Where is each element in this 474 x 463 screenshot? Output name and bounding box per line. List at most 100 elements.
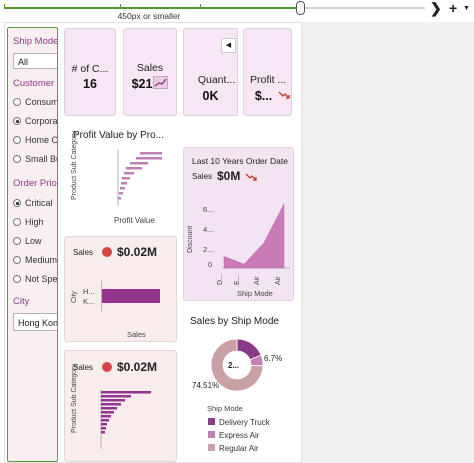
city-xlabel: Sales bbox=[127, 330, 146, 339]
bar bbox=[101, 395, 131, 398]
ruler-tick bbox=[120, 4, 121, 9]
radio-icon bbox=[13, 218, 21, 226]
bar bbox=[118, 197, 121, 200]
legend-item-express-air[interactable]: Express Air bbox=[208, 431, 259, 440]
city-select[interactable]: Hong Kong bbox=[13, 313, 57, 331]
ship-mode-select[interactable]: All bbox=[13, 53, 57, 69]
city-measure-value: $0.02M bbox=[117, 245, 158, 259]
legend-swatch bbox=[208, 418, 215, 425]
radio-corporate[interactable]: Corporate bbox=[13, 115, 57, 127]
radio-low[interactable]: Low bbox=[13, 235, 42, 247]
kpi-quantity-card[interactable]: ◀ Quant... 0K bbox=[183, 28, 238, 116]
radio-consumer[interactable]: Consumer bbox=[13, 96, 57, 108]
bar bbox=[119, 192, 123, 195]
ship-mode-filter-label: Ship Mode bbox=[13, 36, 58, 47]
radio-high[interactable]: High bbox=[13, 216, 44, 228]
status-dot-icon bbox=[102, 247, 112, 257]
empty-canvas-area bbox=[302, 22, 474, 463]
bar bbox=[101, 403, 121, 406]
donut-label-small: 6.7% bbox=[264, 354, 283, 363]
x-tick-label: E... bbox=[234, 274, 241, 285]
x-tick-label: D... bbox=[217, 274, 224, 285]
legend-swatch bbox=[208, 431, 215, 438]
bar bbox=[101, 411, 114, 414]
bar bbox=[101, 407, 117, 410]
donut-center-label: 2... bbox=[228, 361, 240, 370]
kpi-value: $... bbox=[254, 89, 273, 103]
order-priority-filter-label: Order Priority bbox=[13, 178, 57, 189]
kpi-orders-card[interactable]: # of C... 16 bbox=[64, 28, 116, 116]
radio-medium[interactable]: Medium bbox=[13, 254, 57, 266]
status-dot-icon bbox=[102, 362, 112, 372]
customer-segment-filter-label: Customer Segment bbox=[13, 78, 57, 89]
y-tick-label: 2... bbox=[203, 245, 214, 254]
legend-item-delivery-truck[interactable]: Delivery Truck bbox=[208, 418, 270, 427]
y-tick-label: 0 bbox=[208, 260, 213, 269]
city-filter-label: City bbox=[13, 296, 30, 307]
radio-icon bbox=[13, 256, 21, 264]
radio-not-specified[interactable]: Not Specified bbox=[13, 273, 57, 285]
donut-label-large: 74.51% bbox=[192, 381, 220, 390]
bar bbox=[122, 177, 130, 180]
radio-selected-icon bbox=[13, 199, 21, 207]
subcategory-bar-chart[interactable] bbox=[99, 389, 169, 451]
bar bbox=[101, 415, 111, 418]
profit-bar-chart[interactable] bbox=[100, 148, 170, 210]
chevron-left-icon[interactable]: ◀ bbox=[221, 38, 236, 53]
bar bbox=[136, 157, 162, 160]
chevron-down-icon[interactable]: ▼ bbox=[463, 5, 470, 12]
plus-icon[interactable]: + bbox=[449, 0, 458, 16]
trend-xlabel: Ship Mode bbox=[237, 289, 273, 298]
kpi-value: 16 bbox=[83, 77, 97, 91]
city-category: H... bbox=[83, 287, 95, 296]
discount-area-chart[interactable] bbox=[222, 198, 290, 270]
trend-card[interactable]: Last 10 Years Order Date Sales $0M Disco… bbox=[183, 147, 294, 301]
city-ylabel: City bbox=[71, 290, 78, 303]
bar bbox=[120, 187, 125, 190]
ship-mode-donut-chart[interactable] bbox=[210, 338, 264, 392]
city-card[interactable]: Sales $0.02M City H... K... Sales bbox=[64, 236, 177, 342]
profit-chart-title: Profit Value by Pro... bbox=[73, 130, 164, 141]
subcat-measure-value: $0.02M bbox=[117, 360, 158, 374]
trend-ylabel: Discount bbox=[187, 225, 194, 253]
sparkline-icon bbox=[153, 76, 168, 89]
legend-item-regular-air[interactable]: Regular Air bbox=[208, 444, 259, 453]
radio-icon bbox=[13, 136, 21, 144]
kpi-label: Sales bbox=[136, 62, 164, 74]
kpi-value: 0K bbox=[202, 89, 219, 103]
bar[interactable] bbox=[102, 289, 160, 303]
kpi-profit-card[interactable]: Profit ... $... bbox=[243, 28, 292, 116]
kpi-sales-card[interactable]: Sales $21 bbox=[123, 28, 177, 116]
ruler-tick bbox=[4, 4, 5, 9]
bar bbox=[121, 182, 127, 185]
kpi-label: Profit ... bbox=[250, 74, 287, 86]
radio-small-business[interactable]: Small Business bbox=[13, 153, 57, 165]
bar bbox=[101, 419, 109, 422]
area-series bbox=[223, 203, 285, 269]
bar bbox=[101, 391, 151, 394]
radio-home-office[interactable]: Home Office bbox=[13, 134, 57, 146]
subcat-ylabel: Product Sub Category bbox=[71, 364, 78, 433]
bar bbox=[126, 167, 142, 170]
profit-chart-xlabel: Profit Value bbox=[114, 216, 155, 225]
chevron-right-icon[interactable]: ❯ bbox=[430, 0, 442, 16]
ruler-handle[interactable] bbox=[296, 1, 305, 15]
trend-down-icon bbox=[278, 91, 290, 99]
radio-critical[interactable]: Critical bbox=[13, 197, 53, 209]
radio-icon bbox=[13, 275, 21, 283]
city-bar-chart[interactable] bbox=[101, 281, 165, 311]
filter-panel: Ship Mode All Customer Segment Consumer … bbox=[7, 27, 58, 462]
kpi-value: $21 bbox=[131, 77, 153, 91]
bar bbox=[101, 427, 106, 430]
y-tick-label: 6... bbox=[203, 205, 214, 214]
radio-selected-icon bbox=[13, 117, 21, 125]
bar bbox=[140, 152, 162, 155]
x-tick-label: Air bbox=[254, 276, 261, 285]
trend-card-title: Last 10 Years Order Date bbox=[192, 156, 288, 166]
bar bbox=[124, 172, 134, 175]
bar bbox=[130, 162, 148, 165]
bar bbox=[101, 431, 105, 434]
subcategory-card[interactable]: Sales $0.02M Product Sub Category bbox=[64, 350, 177, 462]
kpi-label: # of C... bbox=[71, 63, 109, 75]
trend-down-icon bbox=[245, 173, 257, 181]
